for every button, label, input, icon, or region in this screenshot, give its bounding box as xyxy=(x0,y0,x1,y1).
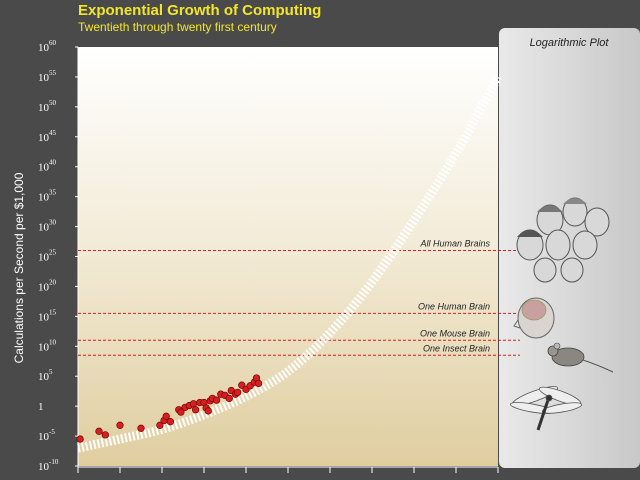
mouse-icon xyxy=(547,342,614,373)
data-point xyxy=(162,412,170,420)
y-tick-label: 10-5 xyxy=(38,428,55,443)
data-point xyxy=(156,421,164,429)
y-tick-exponent: 20 xyxy=(49,278,57,286)
y-tick-base: 10 xyxy=(38,431,50,443)
y-tick-exponent: 40 xyxy=(49,159,57,167)
y-tick-exponent: 25 xyxy=(49,249,57,257)
human-brain-icon xyxy=(513,297,555,339)
reference-label: One Insect Brain xyxy=(423,343,490,353)
y-tick-exponent: 10 xyxy=(49,338,57,346)
y-tick-base: 10 xyxy=(38,222,50,234)
y-tick-label: 1010 xyxy=(38,338,57,353)
y-tick-base: 10 xyxy=(38,461,50,473)
y-tick-exponent: 50 xyxy=(49,99,57,107)
y-tick-base: 10 xyxy=(38,162,50,174)
y-tick-exponent: 30 xyxy=(49,219,57,227)
data-point xyxy=(101,431,109,439)
y-tick-label: 10-10 xyxy=(38,458,59,473)
y-tick-base: 10 xyxy=(38,192,50,204)
y-tick-base: 10 xyxy=(38,252,50,264)
y-tick-label: 1 xyxy=(38,401,44,413)
data-point xyxy=(137,424,145,432)
data-point xyxy=(233,388,242,397)
plot-area xyxy=(78,47,498,466)
reference-label: All Human Brains xyxy=(419,239,490,249)
y-tick-label: 1030 xyxy=(38,219,57,234)
y-tick-base: 10 xyxy=(38,341,50,353)
data-point xyxy=(189,400,198,408)
y-tick-label: 1040 xyxy=(38,159,57,174)
data-point xyxy=(225,394,233,403)
y-tick-exponent: 5 xyxy=(49,368,53,376)
y-tick-base: 10 xyxy=(38,42,50,54)
data-point xyxy=(191,406,200,414)
data-point xyxy=(166,418,175,426)
panel-title: Logarithmic Plot xyxy=(530,37,610,49)
y-tick-base: 1 xyxy=(38,401,44,413)
y-tick-label: 1060 xyxy=(38,39,57,54)
y-tick-base: 10 xyxy=(38,281,50,293)
y-tick-label: 105 xyxy=(38,368,53,383)
data-points xyxy=(76,374,263,443)
y-tick-label: 1045 xyxy=(38,129,57,144)
human-heads-icon xyxy=(516,197,610,283)
reference-label: One Mouse Brain xyxy=(420,328,490,338)
y-tick-label: 1020 xyxy=(38,278,57,293)
data-point xyxy=(177,408,185,416)
y-tick-exponent: 35 xyxy=(49,189,57,197)
y-tick-label: 1015 xyxy=(38,308,57,323)
trend-band xyxy=(77,74,502,453)
reference-lines: All Human Brains One Human Brain One Mouse… xyxy=(78,239,520,356)
reference-label: One Human Brain xyxy=(418,301,490,311)
chart-subtitle: Twentieth through twenty first century xyxy=(78,20,277,34)
y-tick-base: 10 xyxy=(38,371,50,383)
y-tick-exponent: 55 xyxy=(49,69,57,77)
y-tick-exponent: 45 xyxy=(49,129,57,137)
y-tick-label: 1035 xyxy=(38,189,57,204)
y-tick-base: 10 xyxy=(38,102,50,114)
data-point xyxy=(254,379,263,388)
y-tick-label: 1025 xyxy=(38,249,57,264)
data-point xyxy=(116,421,124,429)
y-tick-exponent: 60 xyxy=(49,39,57,47)
y-tick-label: 1055 xyxy=(38,69,57,84)
y-tick-base: 10 xyxy=(38,311,50,323)
y-tick-base: 10 xyxy=(38,72,50,84)
y-axis-label: Calculations per Second per $1,000 xyxy=(12,172,26,363)
insect-icon xyxy=(509,386,583,431)
data-point xyxy=(204,407,212,415)
x-ticks xyxy=(77,467,499,473)
data-point xyxy=(95,427,103,435)
y-tick-exponent: -10 xyxy=(49,458,59,466)
trend-line xyxy=(77,74,502,453)
y-tick-labels: 1060105510501045104010351030102510201015… xyxy=(38,39,78,473)
y-tick-label: 1050 xyxy=(38,99,57,114)
y-tick-exponent: 15 xyxy=(49,308,57,316)
data-point xyxy=(212,396,221,404)
y-tick-base: 10 xyxy=(38,132,50,144)
data-point xyxy=(76,435,84,443)
chart-title: Exponential Growth of Computing xyxy=(78,2,322,19)
y-tick-exponent: -5 xyxy=(49,428,55,436)
